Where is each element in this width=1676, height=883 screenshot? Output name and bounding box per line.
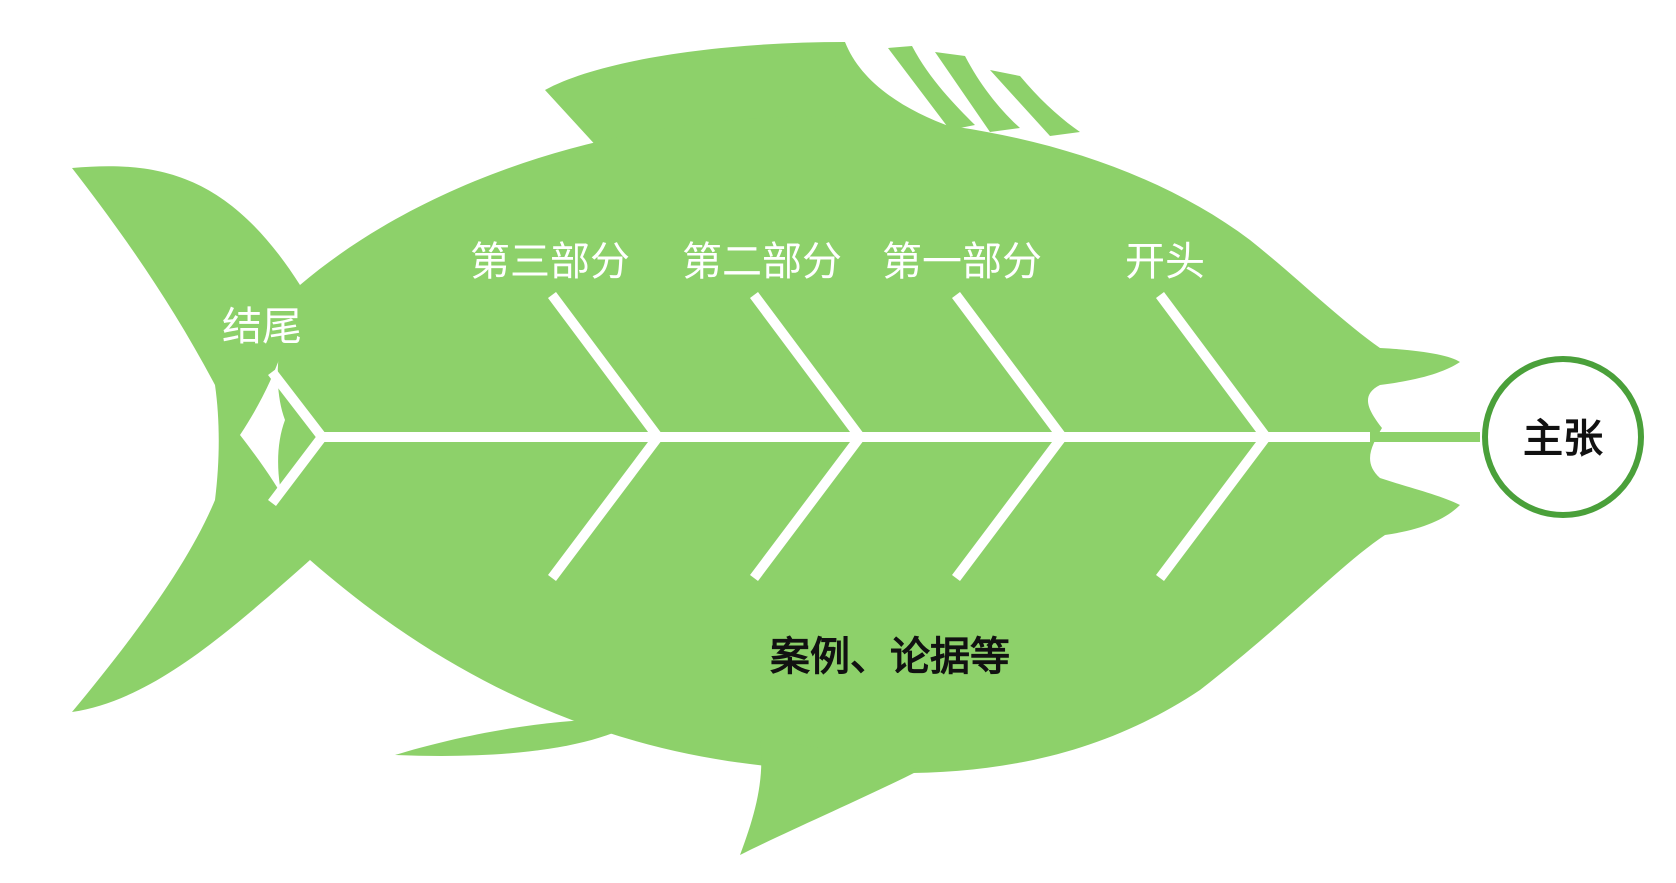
label-part3: 第三部分 <box>470 239 630 285</box>
label-part1: 第一部分 <box>882 239 1042 285</box>
rib-tail <box>268 368 329 507</box>
dorsal-spikes <box>888 46 1080 136</box>
fish-bones <box>268 292 1480 582</box>
label-opening: 开头 <box>1125 239 1205 285</box>
fish-body <box>72 42 1460 855</box>
head-node: 主张 <box>1482 356 1644 518</box>
body-label: 案例、论据等 <box>770 634 1010 680</box>
head-label: 主张 <box>1523 416 1603 462</box>
head-circle <box>1482 356 1644 518</box>
rib-part2 <box>749 292 867 582</box>
anal-fin <box>740 740 920 855</box>
label-tail: 结尾 <box>222 304 302 350</box>
label-part2: 第二部分 <box>682 239 842 285</box>
rib-part1 <box>951 292 1069 582</box>
tail-fin <box>72 166 310 713</box>
rib-part3 <box>547 292 665 582</box>
rib-opening <box>1155 292 1273 582</box>
fish-main-body <box>277 116 1460 774</box>
pelvic-fin <box>395 719 640 756</box>
